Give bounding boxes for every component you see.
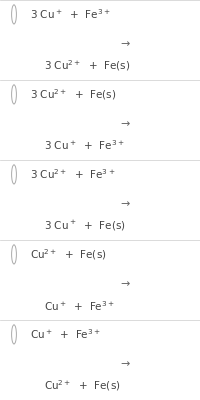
Text: →: → <box>120 359 129 369</box>
Text: 3 Cu$^+$  +  Fe$^{3+}$: 3 Cu$^+$ + Fe$^{3+}$ <box>30 8 111 21</box>
Text: Cu$^{2+}$  +  Fe(s): Cu$^{2+}$ + Fe(s) <box>44 378 121 393</box>
Text: 3 Cu$^{2+}$  +  Fe(s): 3 Cu$^{2+}$ + Fe(s) <box>44 58 130 73</box>
Text: 3 Cu$^+$  +  Fe(s): 3 Cu$^+$ + Fe(s) <box>44 218 126 233</box>
Text: Cu$^+$  +  Fe$^{3+}$: Cu$^+$ + Fe$^{3+}$ <box>44 299 115 312</box>
Text: →: → <box>120 279 129 289</box>
Text: 3 Cu$^+$  +  Fe$^{3+}$: 3 Cu$^+$ + Fe$^{3+}$ <box>44 139 125 152</box>
Text: Cu$^+$  +  Fe$^{3+}$: Cu$^+$ + Fe$^{3+}$ <box>30 328 101 341</box>
Text: 3 Cu$^{2+}$  +  Fe(s): 3 Cu$^{2+}$ + Fe(s) <box>30 87 116 102</box>
Text: Cu$^{2+}$  +  Fe(s): Cu$^{2+}$ + Fe(s) <box>30 247 107 262</box>
Text: →: → <box>120 199 129 209</box>
Text: →: → <box>120 39 129 49</box>
Text: →: → <box>120 119 129 129</box>
Text: 3 Cu$^{2+}$  +  Fe$^{3+}$: 3 Cu$^{2+}$ + Fe$^{3+}$ <box>30 168 115 181</box>
